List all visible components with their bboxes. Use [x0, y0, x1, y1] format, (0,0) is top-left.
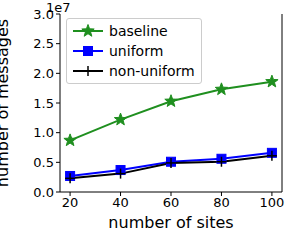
svg-text:1.0: 1.0	[33, 125, 54, 140]
svg-text:80: 80	[213, 195, 230, 210]
svg-text:60: 60	[163, 195, 180, 210]
svg-text:40: 40	[112, 195, 129, 210]
html-text:uniform: uniform	[109, 43, 164, 59]
svg-text:number of sites: number of sites	[108, 213, 233, 228]
svg-text:0.5: 0.5	[33, 155, 54, 170]
html-text:baseline: baseline	[109, 23, 168, 39]
svg-text:1.5: 1.5	[33, 96, 54, 111]
svg-text:number of messages: number of messages	[8, 19, 12, 187]
html-text:non-uniform: non-uniform	[109, 63, 195, 79]
svg-text:0.0: 0.0	[33, 185, 54, 200]
svg-text:2.5: 2.5	[33, 36, 54, 51]
svg-text:3.0: 3.0	[33, 6, 54, 22]
html-text:1e7: 1e7	[46, 0, 71, 15]
svg-text:20: 20	[62, 195, 79, 210]
svg-text:100: 100	[259, 195, 280, 210]
svg-text:2.0: 2.0	[33, 66, 54, 81]
